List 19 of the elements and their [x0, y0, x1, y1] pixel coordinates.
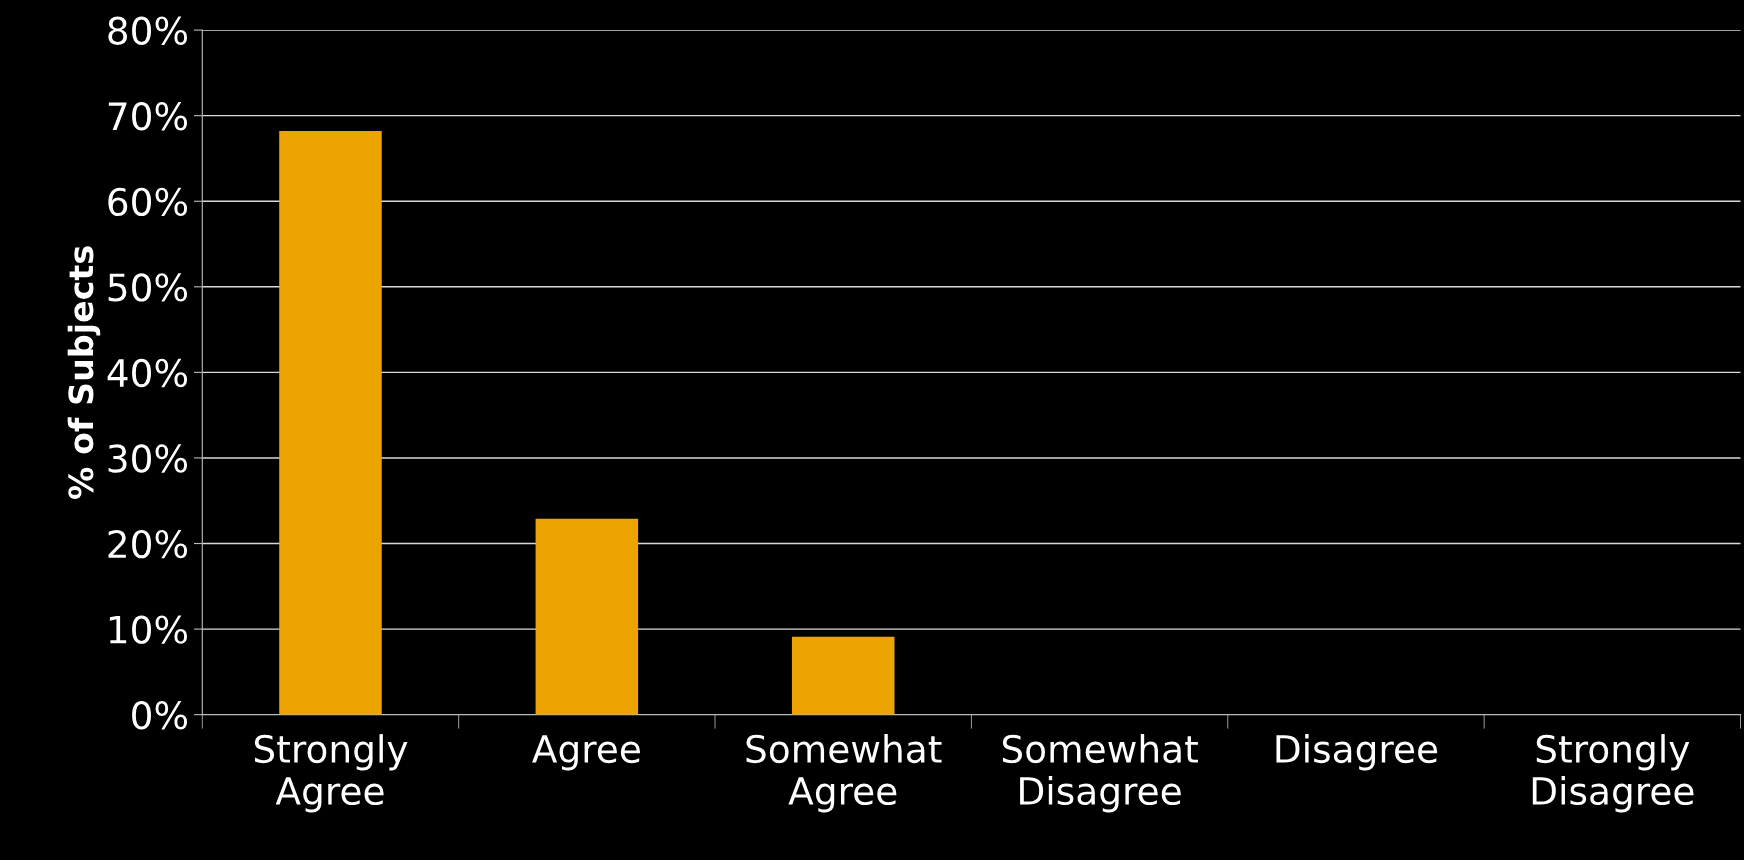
x-tick-label: Strongly Disagree — [1532, 734, 1694, 813]
y-tick-label: 20% — [108, 529, 188, 559]
x-tick-label: Strongly Agree — [254, 734, 408, 813]
y-axis-title: % of Subjects — [67, 246, 101, 499]
x-tick-label: Somewhat Agree — [746, 734, 942, 813]
y-tick-label: 30% — [108, 444, 188, 473]
y-tick-label: 10% — [109, 615, 188, 644]
y-tick-label: 60% — [108, 187, 188, 217]
y-tick-label: 70% — [108, 102, 188, 131]
y-tick-label: 50% — [108, 273, 188, 302]
y-tick-label: 40% — [107, 358, 188, 388]
x-tick-label: Somewhat Disagree — [1002, 734, 1198, 813]
bar — [791, 636, 895, 715]
x-tick-label: Agree — [532, 735, 640, 771]
bar — [279, 131, 382, 715]
y-tick-label: 0% — [132, 701, 188, 730]
y-tick-label: 80% — [108, 16, 188, 45]
bar — [535, 518, 639, 715]
x-tick-label: Disagree — [1276, 734, 1438, 771]
